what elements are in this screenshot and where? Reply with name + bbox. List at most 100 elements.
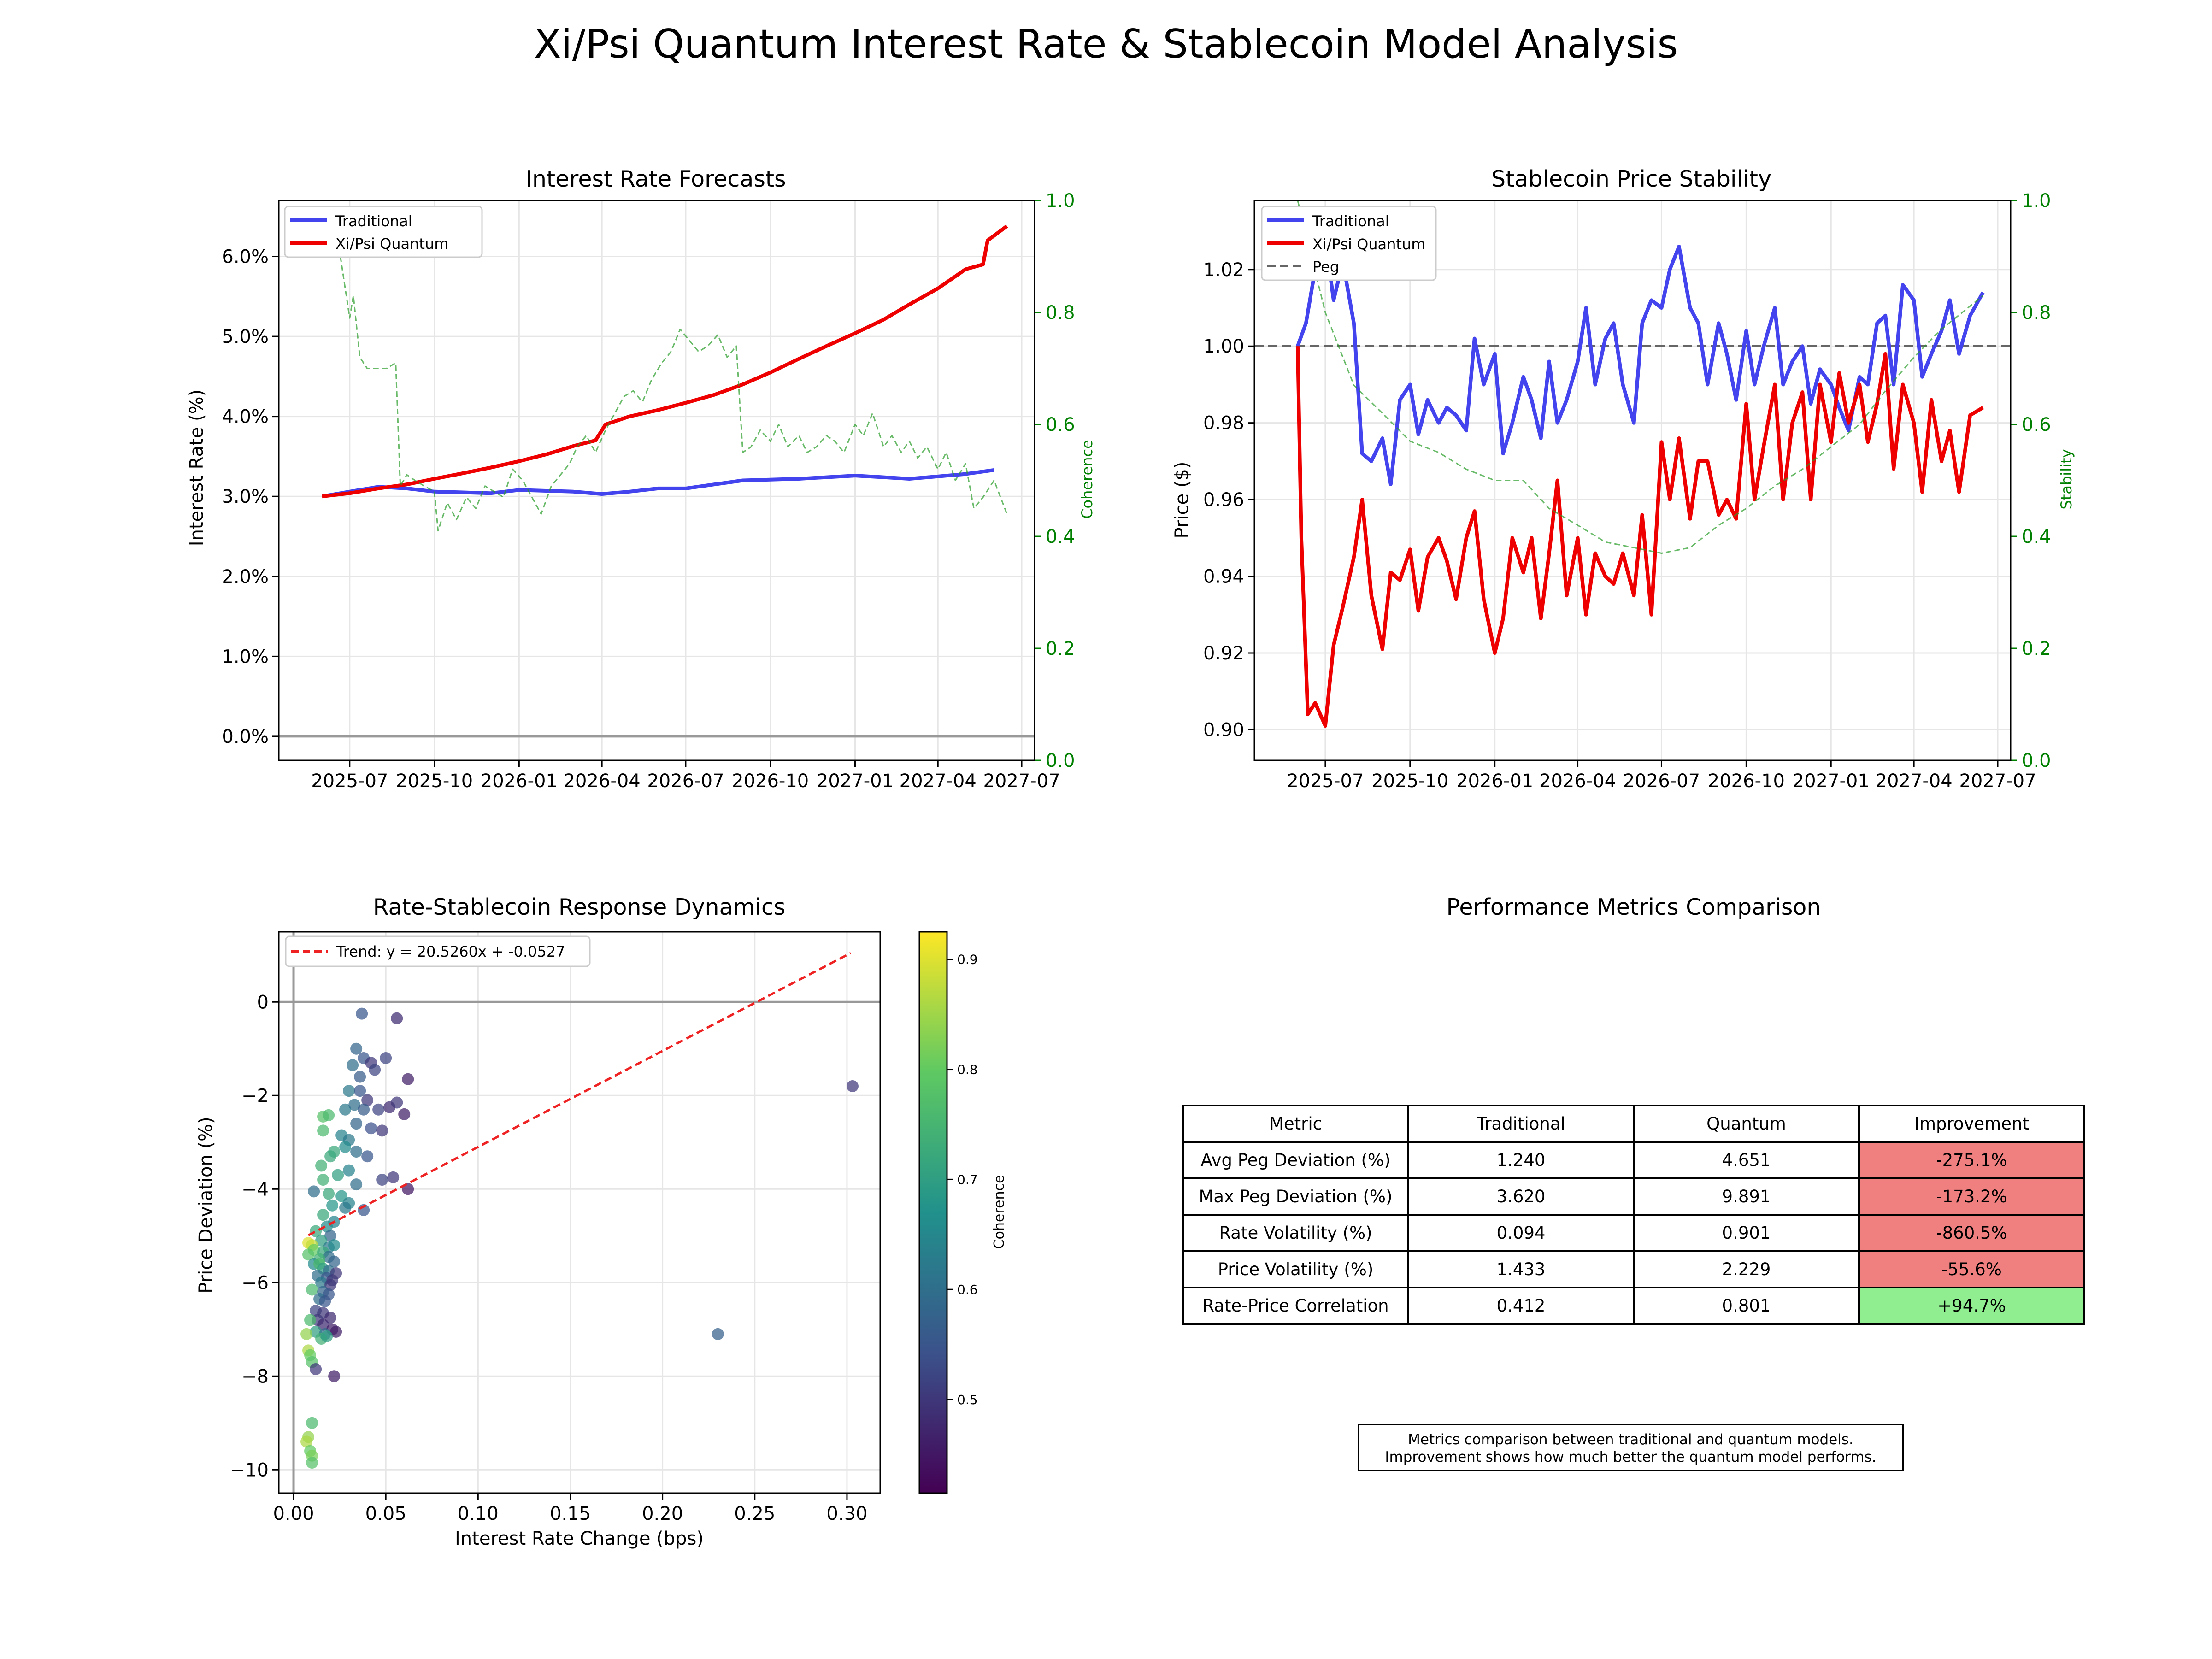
table-row: Avg Peg Deviation (%) 1.240 4.651 -275.1… <box>1182 1141 2085 1179</box>
x-tick-label: 2027-01 <box>1793 771 1870 792</box>
cell-traditional: 1.240 <box>1407 1141 1635 1179</box>
y-tick-label: 0.92 <box>1203 643 1244 664</box>
cell-improvement: +94.7% <box>1858 1287 2085 1325</box>
scatter-point <box>326 1199 339 1212</box>
scatter-point <box>350 1178 363 1191</box>
table-row: Rate-Price Correlation 0.412 0.801 +94.7… <box>1182 1287 2085 1325</box>
series-line-traditional <box>322 468 994 499</box>
scatter-point <box>328 1255 341 1268</box>
scatter-point <box>356 1007 368 1020</box>
scatter-point <box>365 1122 377 1135</box>
legend-trend: Trend: y = 20.5260x + -0.0527 <box>336 943 565 960</box>
cell-traditional: 1.433 <box>1407 1250 1635 1288</box>
scatter-point <box>310 1363 322 1376</box>
cell-metric: Rate-Price Correlation <box>1182 1287 1409 1325</box>
scatter-point <box>317 1124 329 1137</box>
table-header-row: Metric Traditional Quantum Improvement <box>1182 1105 2085 1143</box>
header-metric: Metric <box>1182 1105 1409 1143</box>
table-row: Price Volatility (%) 1.433 2.229 -55.6% <box>1182 1250 2085 1288</box>
y2-tick-label: 0.8 <box>1046 302 1075 324</box>
scatter-point <box>319 1295 331 1307</box>
colorbar-tick-label: 0.6 <box>957 1282 978 1297</box>
x-tick-label: 2025-07 <box>1287 771 1364 792</box>
scatter-point <box>350 1146 363 1158</box>
cell-metric: Price Volatility (%) <box>1182 1250 1409 1288</box>
scatter-point <box>300 1328 313 1340</box>
x-tick-label: 2026-01 <box>1456 771 1533 792</box>
response-panel: 0.00 0.05 0.10 0.15 0.20 0.25 0.30 0 −2 −4 −6 −8 −10… <box>195 894 1007 1549</box>
y2-tick-label: 0.6 <box>2022 414 2051 435</box>
scatter-point <box>306 1417 318 1429</box>
scatter-point <box>321 1330 333 1342</box>
interest-rate-ylabel: Interest Rate (%) <box>186 389 207 547</box>
scatter-point <box>339 1201 352 1214</box>
x-tick-label: 2027-01 <box>817 771 894 792</box>
y-tick-label: 0.0% <box>222 726 269 747</box>
scatter-point <box>343 1085 355 1097</box>
scatter-point <box>391 1096 403 1109</box>
scatter-point <box>361 1150 374 1163</box>
series-line-xi-psi-quantum <box>322 224 1008 499</box>
scatter-point <box>304 1314 317 1326</box>
y-tick-label: 0.98 <box>1203 413 1244 434</box>
cell-improvement: -860.5% <box>1858 1214 2085 1252</box>
x-tick-label: 0.00 <box>273 1503 314 1524</box>
cell-traditional: 0.094 <box>1407 1214 1635 1252</box>
cell-quantum: 9.891 <box>1633 1177 1860 1216</box>
figure-title: Xi/Psi Quantum Interest Rate & Stablecoi… <box>534 21 1678 67</box>
y-tick-label: 0 <box>257 992 269 1013</box>
y-tick-label: −8 <box>241 1366 269 1387</box>
cell-traditional: 0.412 <box>1407 1287 1635 1325</box>
legend-quantum-2: Xi/Psi Quantum <box>1312 235 1425 253</box>
scatter-point <box>317 1173 329 1186</box>
trend-legend: Trend: y = 20.5260x + -0.0527 <box>285 935 591 967</box>
scatter-point <box>348 1099 361 1111</box>
response-xlabel: Interest Rate Change (bps) <box>455 1528 704 1549</box>
y2-tick-label: 0.0 <box>1046 750 1075 771</box>
table-row: Rate Volatility (%) 0.094 0.901 -860.5% <box>1182 1214 2085 1252</box>
metrics-title: Performance Metrics Comparison <box>1447 894 1821 920</box>
stablecoin-title: Stablecoin Price Stability <box>1491 166 1771 192</box>
colorbar-label: Coherence <box>991 1175 1007 1249</box>
x-tick-label: 0.30 <box>826 1503 867 1524</box>
x-tick-label: 2025-10 <box>1371 771 1448 792</box>
response-title: Rate-Stablecoin Response Dynamics <box>373 894 786 920</box>
scatter-point <box>846 1080 859 1092</box>
plot-frame <box>278 200 1035 761</box>
cell-traditional: 3.620 <box>1407 1177 1635 1216</box>
cell-quantum: 0.901 <box>1633 1214 1860 1252</box>
scatter-point <box>372 1103 385 1116</box>
scatter-point <box>361 1094 374 1106</box>
y-tick-label: 1.00 <box>1203 336 1244 357</box>
y-tick-label: 0.96 <box>1203 489 1244 511</box>
cell-improvement: -275.1% <box>1858 1141 2085 1179</box>
cell-improvement: -173.2% <box>1858 1177 2085 1216</box>
scatter-point <box>330 1325 342 1338</box>
y2-tick-label: 1.0 <box>1046 190 1075 212</box>
scatter-point <box>324 1150 337 1163</box>
y2-tick-label: 1.0 <box>2022 190 2051 212</box>
y2-tick-label: 0.6 <box>1046 414 1075 435</box>
legend-peg: Peg <box>1312 258 1339 276</box>
scatter-point <box>324 1230 337 1242</box>
x-tick-label: 2026-10 <box>732 771 809 792</box>
plot-frame <box>1253 200 2012 761</box>
stability-axis-label: Stability <box>2058 449 2075 510</box>
x-tick-label: 2025-10 <box>396 771 473 792</box>
x-tick-label: 2026-07 <box>1623 771 1700 792</box>
y2-tick-label: 0.4 <box>1046 526 1075 547</box>
metrics-table: Metric Traditional Quantum Improvement A… <box>1182 1105 2085 1325</box>
x-tick-label: 0.15 <box>550 1503 591 1524</box>
x-tick-label: 2026-04 <box>1539 771 1616 792</box>
scatter-point <box>712 1328 724 1340</box>
x-tick-label: 2025-07 <box>311 771 388 792</box>
colorbar-tick-label: 0.9 <box>957 952 978 967</box>
header-quantum: Quantum <box>1633 1105 1860 1143</box>
scatter-point <box>306 1457 318 1469</box>
x-tick-label: 2026-07 <box>647 771 724 792</box>
x-tick-label: 2026-04 <box>564 771 641 792</box>
cell-quantum: 4.651 <box>1633 1141 1860 1179</box>
y2-tick-label: 0.2 <box>2022 638 2051 659</box>
header-improvement: Improvement <box>1858 1105 2085 1143</box>
